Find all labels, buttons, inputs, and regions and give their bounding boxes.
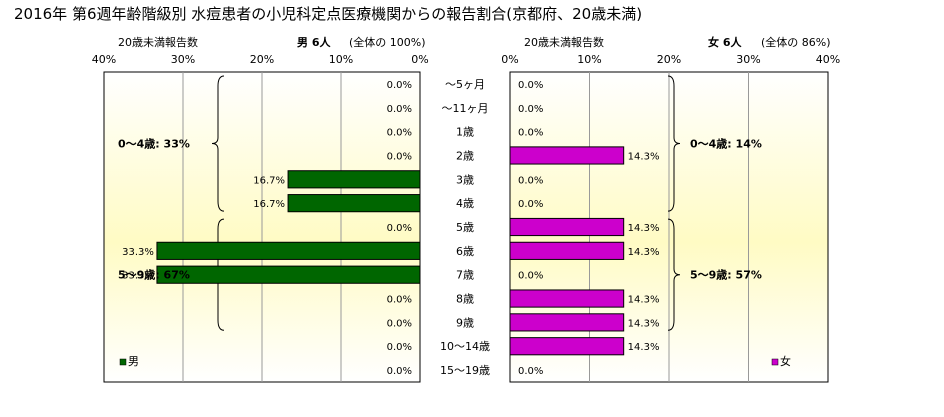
left-header-total: 男 6人 bbox=[297, 35, 331, 49]
female-value-label: 0.0% bbox=[518, 128, 543, 139]
female-group-brace bbox=[667, 75, 681, 212]
female-bar bbox=[509, 313, 625, 332]
female-value-label: 14.3% bbox=[628, 342, 660, 353]
female-value-label: 0.0% bbox=[518, 271, 543, 282]
male-value-label: 0.0% bbox=[387, 151, 412, 162]
right-axis-tick-label: 10% bbox=[577, 53, 601, 66]
female-value-label: 0.0% bbox=[518, 80, 543, 91]
left-axis-tick-label: 10% bbox=[329, 53, 353, 66]
female-value-label: 14.3% bbox=[628, 295, 660, 306]
female-group-label: 5～9歳: 57% bbox=[690, 268, 762, 282]
male-group-brace bbox=[211, 75, 225, 212]
male-legend-label: 男 bbox=[128, 355, 139, 368]
female-bar bbox=[509, 146, 625, 165]
age-category-label: 5歳 bbox=[456, 221, 474, 234]
female-value-label: 0.0% bbox=[518, 104, 543, 115]
female-value-label: 14.3% bbox=[628, 151, 660, 162]
male-bar bbox=[156, 265, 421, 284]
male-value-label: 16.7% bbox=[253, 175, 285, 186]
male-value-label: 0.0% bbox=[387, 104, 412, 115]
age-category-label: 3歳 bbox=[456, 173, 474, 186]
age-category-label: 4歳 bbox=[456, 197, 474, 210]
female-value-label: 0.0% bbox=[518, 199, 543, 210]
male-value-label: 16.7% bbox=[253, 199, 285, 210]
chart-title: 2016年 第6週年齢階級別 水痘患者の小児科定点医療機関からの報告割合(京都府… bbox=[14, 5, 643, 23]
female-legend-label: 女 bbox=[780, 354, 791, 368]
female-bar bbox=[509, 337, 625, 356]
age-category-label: 7歳 bbox=[456, 269, 474, 282]
male-bar bbox=[287, 170, 421, 189]
age-category-label: 6歳 bbox=[456, 245, 474, 258]
age-category-label: 2歳 bbox=[456, 149, 474, 162]
female-bar bbox=[509, 217, 625, 237]
male-value-label: 0.0% bbox=[387, 366, 412, 377]
male-value-label: 33.3% bbox=[122, 247, 154, 258]
male-value-label: 0.0% bbox=[387, 295, 412, 306]
male-value-label: 0.0% bbox=[387, 128, 412, 139]
age-category-label: 15～19歳 bbox=[440, 364, 490, 377]
right-header-share: (全体の 86%) bbox=[761, 35, 831, 49]
female-group-brace bbox=[667, 218, 681, 331]
age-category-label: 1歳 bbox=[456, 126, 474, 139]
male-legend-swatch bbox=[119, 358, 127, 366]
left-axis-tick-label: 40% bbox=[92, 53, 116, 66]
male-bar bbox=[156, 241, 421, 260]
male-value-label: 0.0% bbox=[387, 80, 412, 91]
female-value-label: 14.3% bbox=[628, 247, 660, 258]
left-axis-tick-label: 0% bbox=[411, 53, 428, 66]
age-category-label: 10～14歳 bbox=[440, 340, 490, 353]
age-category-label: ～11ヶ月 bbox=[442, 102, 489, 115]
right-axis-tick-label: 30% bbox=[736, 53, 760, 66]
female-value-label: 14.3% bbox=[628, 223, 660, 234]
male-value-label: 33.3% bbox=[122, 271, 154, 282]
left-header-count-label: 20歳未満報告数 bbox=[118, 36, 198, 49]
female-legend-swatch bbox=[771, 358, 779, 366]
female-bar bbox=[509, 289, 625, 308]
female-group-label: 0～4歳: 14% bbox=[690, 137, 762, 151]
right-header-count-label: 20歳未満報告数 bbox=[524, 36, 604, 49]
right-axis-tick-label: 40% bbox=[816, 53, 840, 66]
female-bar bbox=[509, 241, 625, 260]
male-value-label: 0.0% bbox=[387, 223, 412, 234]
male-group-label: 0～4歳: 33% bbox=[118, 137, 190, 151]
male-value-label: 0.0% bbox=[387, 342, 412, 353]
female-value-label: 0.0% bbox=[518, 366, 543, 377]
female-value-label: 14.3% bbox=[628, 318, 660, 329]
right-axis-tick-label: 0% bbox=[501, 53, 518, 66]
age-category-label: ～5ヶ月 bbox=[445, 78, 485, 91]
left-header-share: (全体の 100%) bbox=[349, 35, 426, 49]
age-category-label: 8歳 bbox=[456, 293, 474, 306]
right-header-total: 女 6人 bbox=[708, 35, 742, 49]
right-axis-tick-label: 20% bbox=[657, 53, 681, 66]
left-axis-tick-label: 30% bbox=[171, 53, 195, 66]
female-value-label: 0.0% bbox=[518, 175, 543, 186]
male-value-label: 0.0% bbox=[387, 318, 412, 329]
age-category-label: 9歳 bbox=[456, 316, 474, 329]
left-axis-tick-label: 20% bbox=[250, 53, 274, 66]
male-group-label: 5～9歳: 67% bbox=[118, 268, 190, 282]
male-bar bbox=[287, 194, 421, 213]
